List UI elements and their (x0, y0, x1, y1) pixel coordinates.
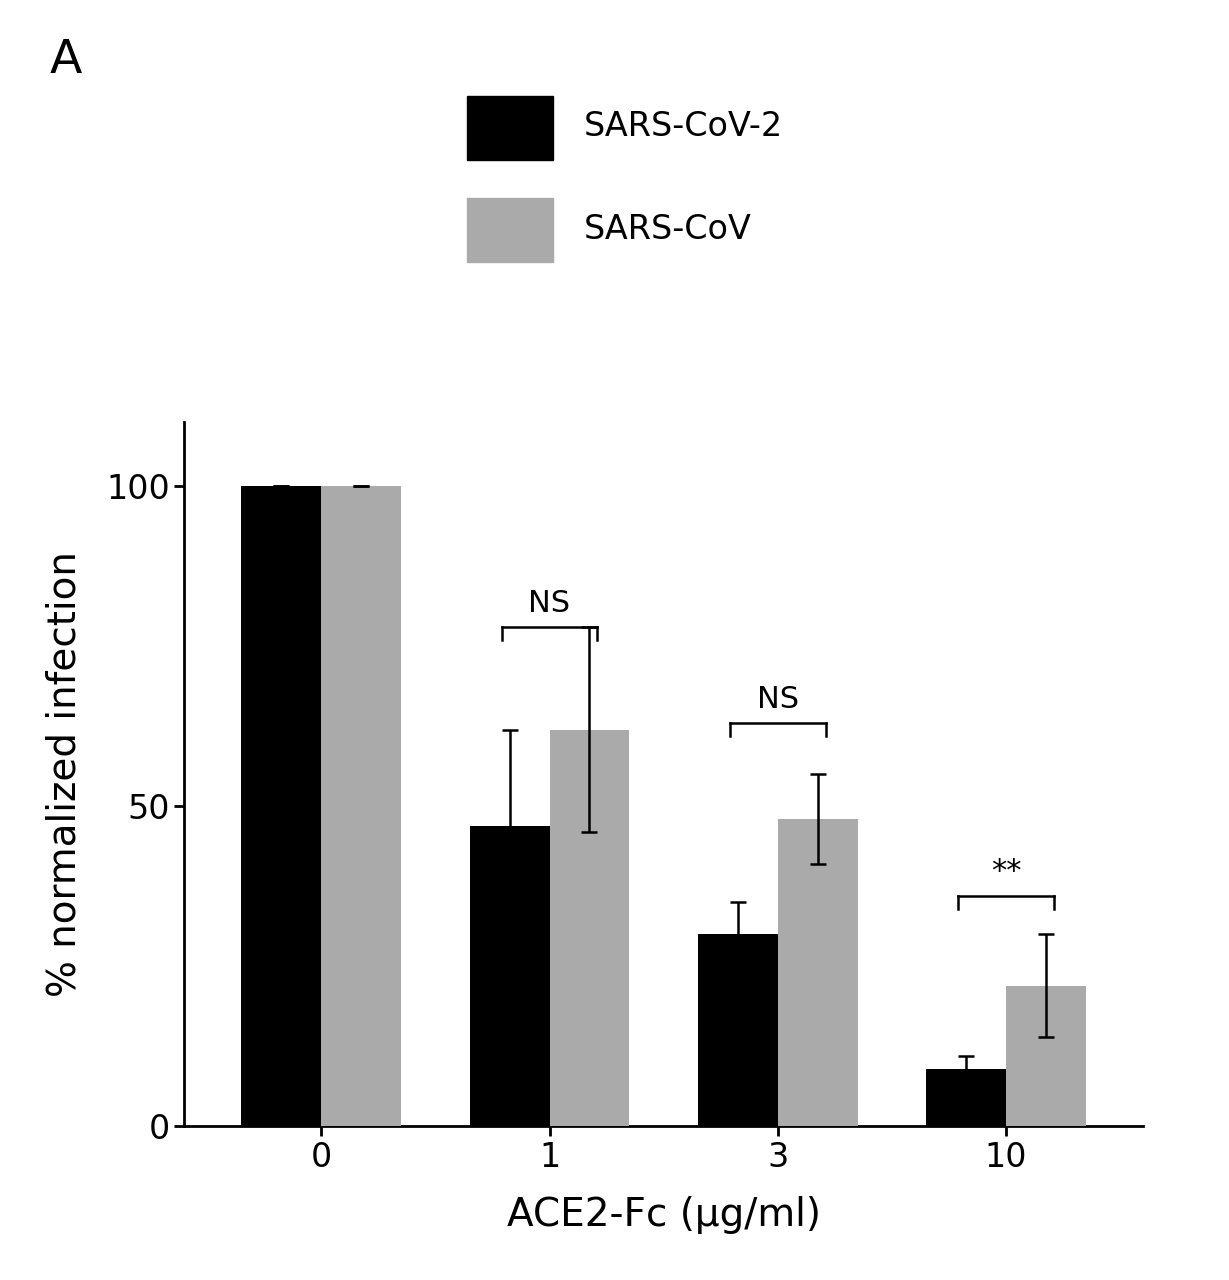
Text: NS: NS (757, 685, 799, 714)
Bar (778, 819, 858, 1126)
Text: SARS-CoV: SARS-CoV (584, 212, 752, 246)
Bar (549, 730, 629, 1126)
Bar (241, 486, 321, 1126)
Bar (469, 826, 549, 1126)
Bar (321, 486, 401, 1126)
Bar (927, 1069, 1007, 1126)
Bar (1007, 986, 1086, 1126)
Bar (698, 934, 778, 1126)
Text: SARS-CoV-2: SARS-CoV-2 (584, 110, 783, 143)
X-axis label: ACE2-Fc (μg/ml): ACE2-Fc (μg/ml) (506, 1197, 821, 1234)
Text: **: ** (991, 858, 1021, 886)
Y-axis label: % normalized infection: % normalized infection (45, 552, 84, 997)
Text: A: A (49, 38, 81, 83)
Text: NS: NS (528, 589, 570, 618)
